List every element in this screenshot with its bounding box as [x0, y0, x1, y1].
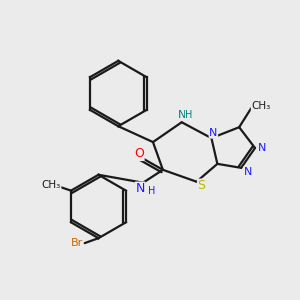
Text: N: N [244, 167, 252, 177]
Text: S: S [197, 179, 206, 192]
Text: Br: Br [70, 238, 83, 248]
Text: O: O [134, 148, 144, 160]
Text: CH₃: CH₃ [251, 101, 271, 111]
Text: H: H [148, 186, 156, 196]
Text: N: N [258, 143, 266, 153]
Text: H: H [185, 110, 192, 120]
Text: N: N [178, 110, 186, 120]
Text: N: N [209, 128, 218, 138]
Text: N: N [135, 182, 145, 195]
Text: CH₃: CH₃ [42, 180, 61, 190]
